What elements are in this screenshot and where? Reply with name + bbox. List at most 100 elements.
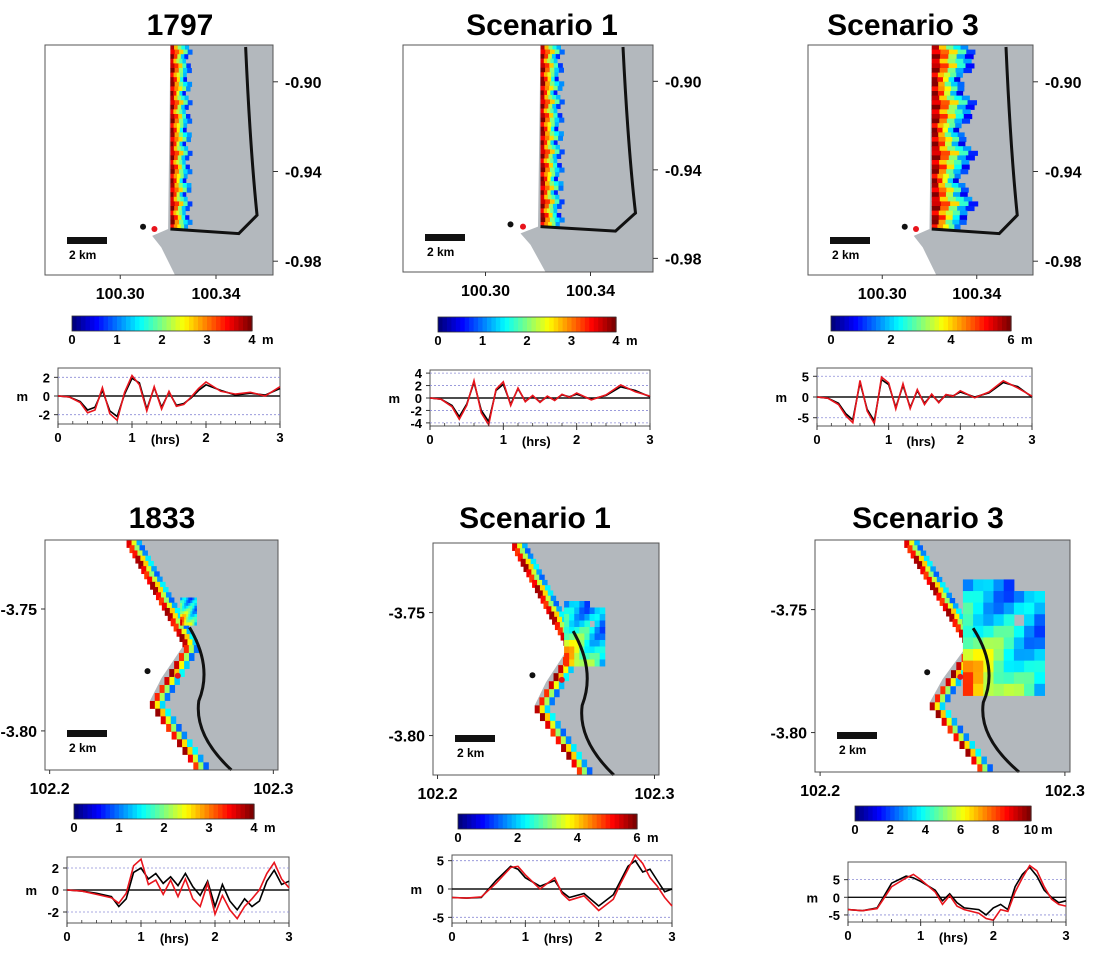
boundary-line [188, 626, 233, 772]
inundation-cell [942, 603, 949, 612]
gauge-dot-red [174, 672, 181, 679]
inundation-cell [170, 104, 175, 110]
inundation-cell [553, 108, 558, 114]
inundation-cell [931, 109, 940, 115]
inundation-cell [952, 219, 960, 225]
colorbar-segment [166, 316, 172, 331]
inundation-cell [983, 614, 994, 627]
colorbar-segment [518, 317, 524, 332]
inundation-cell [943, 123, 950, 129]
colorbar-segment [511, 814, 517, 829]
inundation-cell [140, 555, 146, 564]
colorbar-segment [544, 317, 550, 332]
inundation-cell [548, 212, 554, 219]
inundation-cell [559, 99, 565, 105]
inundation-cell [555, 720, 561, 729]
inundation-cell [935, 710, 942, 719]
inundation-cell [182, 622, 185, 626]
inundation-cell [964, 54, 974, 60]
colorbar-tick-label: 1 [115, 820, 122, 835]
inundation-cell [194, 603, 197, 607]
y-tick-label: 4 [415, 366, 423, 381]
inundation-cell [982, 764, 988, 773]
colorbar-segment [997, 316, 1003, 331]
colorbar-tick-label: 3 [203, 332, 210, 347]
inundation-cell [550, 190, 555, 196]
inundation-cell [186, 622, 189, 626]
colorbar-segment [464, 317, 470, 332]
inundation-cell [136, 540, 143, 548]
y-tick-label: 0 [52, 883, 59, 898]
inundation-cell [940, 710, 947, 719]
x-tick-label: 3 [276, 430, 283, 445]
colorbar-segment [540, 317, 546, 332]
inundation-cell [544, 203, 550, 209]
inundation-cell [543, 90, 548, 96]
colorbar-segment [182, 804, 188, 819]
colorbar-segment [236, 804, 242, 819]
inundation-cell [948, 206, 958, 212]
inundation-cell [534, 585, 541, 594]
inundation-cell [968, 201, 979, 207]
inundation-cell [184, 622, 187, 626]
inundation-cell [1034, 683, 1045, 696]
inundation-cell [544, 144, 549, 150]
inundation-cell [547, 122, 552, 128]
inundation-cell [137, 550, 143, 559]
inundation-cell [181, 104, 186, 110]
inundation-cell [929, 702, 936, 711]
y-tick-label: 0 [833, 890, 840, 905]
inundation-cell [540, 217, 546, 223]
inundation-cell [959, 210, 968, 216]
inundation-cell [182, 192, 187, 198]
inundation-cell [568, 665, 574, 674]
inundation-cell [549, 113, 554, 119]
colorbar-segment [984, 316, 990, 331]
inundation-cell [192, 614, 195, 618]
inundation-cell [188, 653, 195, 661]
x-tick-label: 2 [595, 929, 602, 944]
inundation-cell [184, 661, 190, 669]
panel-title: 1797 [147, 9, 214, 42]
inundation-cell [186, 137, 191, 143]
colorbar-segment [520, 814, 526, 829]
map-x-tick-label: 102.3 [634, 786, 674, 803]
inundation-cell [182, 616, 185, 621]
inundation-cell [579, 652, 585, 660]
x-tick-label: 2 [957, 432, 964, 447]
inundation-cell [176, 127, 181, 133]
y-tick-label: 2 [415, 379, 422, 394]
inundation-cell [540, 135, 546, 141]
inundation-cell [589, 607, 596, 615]
inundation-cell [589, 659, 596, 667]
timeseries-plot: 20-20 1 2 3(hrs)m [25, 856, 293, 946]
inundation-cell [544, 85, 550, 91]
inundation-cell [181, 155, 186, 161]
inundation-cell [954, 173, 961, 179]
x-axis-label: (hrs) [160, 931, 189, 946]
inundation-cell [540, 67, 546, 73]
inundation-cell [174, 81, 180, 87]
colorbar-segment [881, 806, 887, 821]
inundation-cell [157, 576, 163, 585]
inundation-cell [1034, 649, 1045, 662]
scale-bar [67, 237, 107, 244]
inundation-cell [174, 100, 180, 106]
timeseries-plot: 50-50 1 2 3(hrs)m [775, 367, 1036, 449]
inundation-cell [945, 678, 952, 687]
inundation-cell [534, 705, 541, 714]
inundation-cell [170, 81, 176, 87]
colorbar-segment [126, 316, 132, 331]
inundation-cell [170, 183, 176, 189]
inundation-cell [176, 72, 181, 78]
inundation-cell [545, 81, 551, 87]
inundation-cell [962, 146, 972, 152]
inundation-cell [1013, 625, 1025, 638]
inundation-cell [547, 72, 552, 78]
inundation-cell [186, 608, 189, 612]
inundation-cell [907, 545, 913, 554]
inundation-cell [931, 54, 941, 60]
inundation-cell [170, 123, 175, 129]
inundation-cell [547, 176, 552, 182]
inundation-cell [1003, 683, 1015, 696]
